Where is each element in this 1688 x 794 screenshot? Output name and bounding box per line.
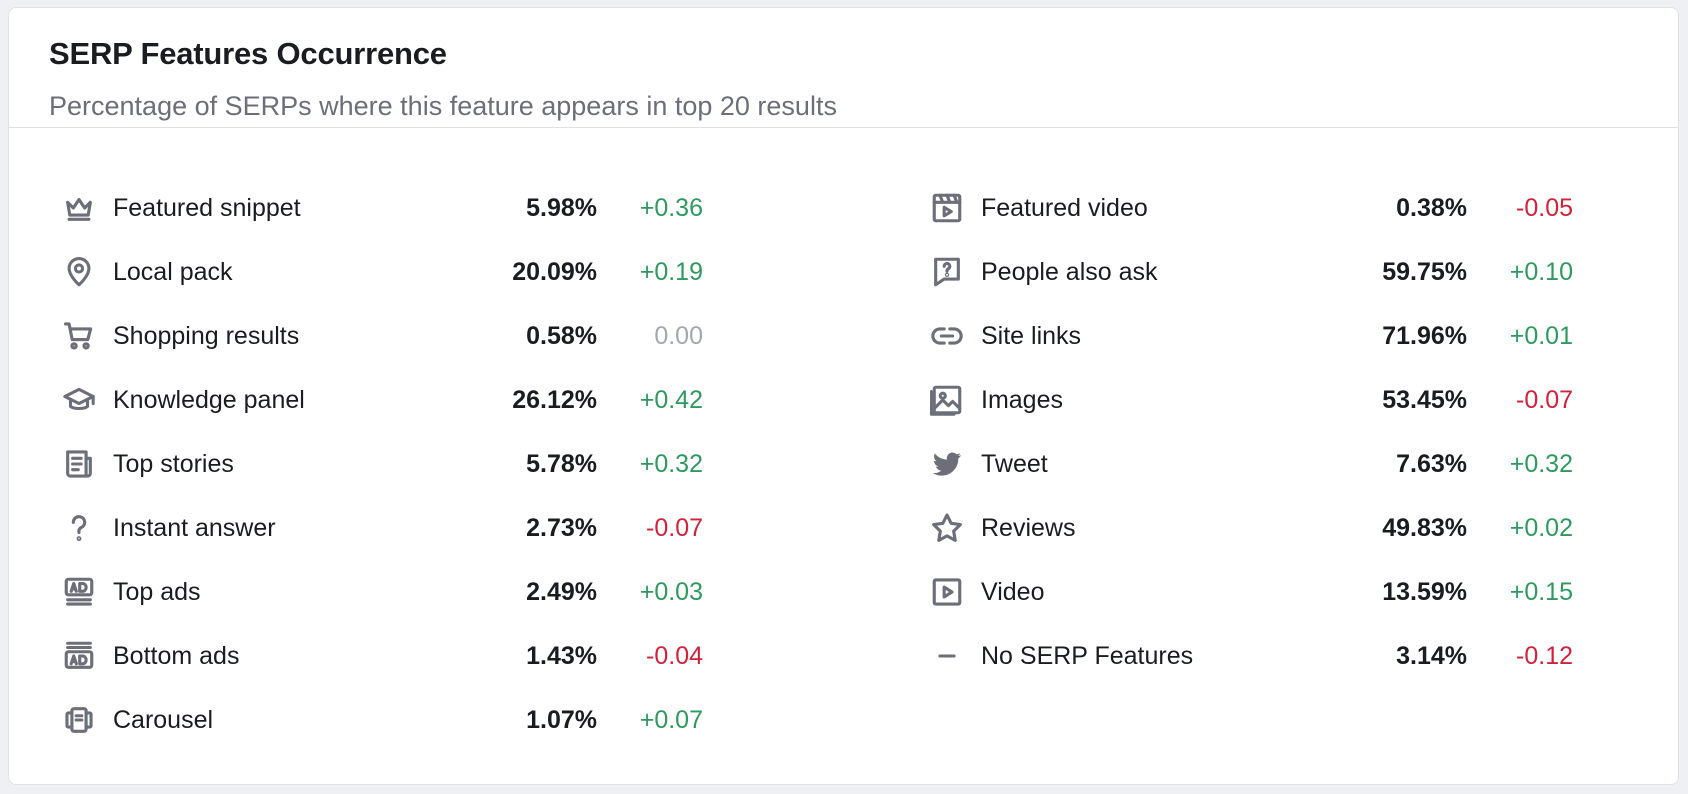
feature-percentage: 49.83% xyxy=(1382,513,1467,542)
feature-percentage: 13.59% xyxy=(1382,577,1467,606)
feature-delta: +0.32 xyxy=(639,449,703,478)
feature-percentage: 3.14% xyxy=(1396,641,1467,670)
bottom-ad-icon xyxy=(61,638,97,674)
video-play-icon xyxy=(929,574,965,610)
feature-label: Bottom ads xyxy=(113,641,240,670)
feature-label: Site links xyxy=(981,321,1082,350)
feature-row: Shopping results 0.58% 0.00 xyxy=(61,304,761,368)
feature-row: Local pack 20.09% +0.19 xyxy=(61,240,761,304)
minus-icon xyxy=(929,638,965,674)
feature-row: Images 53.45% -0.07 xyxy=(929,368,1629,432)
feature-row: Bottom ads 1.43% -0.04 xyxy=(61,624,761,688)
question-bubble-icon xyxy=(929,254,965,290)
card-title: SERP Features Occurrence xyxy=(49,36,447,71)
feature-delta: +0.32 xyxy=(1509,449,1573,478)
feature-label: Video xyxy=(981,577,1045,606)
feature-label: Carousel xyxy=(113,705,214,734)
feature-label: Tweet xyxy=(981,449,1048,478)
feature-label: Top ads xyxy=(113,577,201,606)
feature-label: Reviews xyxy=(981,513,1076,542)
twitter-bird-icon xyxy=(929,446,965,482)
graduation-cap-icon xyxy=(61,382,97,418)
feature-row: People also ask 59.75% +0.10 xyxy=(929,240,1629,304)
featured-video-icon xyxy=(929,190,965,226)
feature-percentage: 26.12% xyxy=(512,385,597,414)
feature-label: Featured snippet xyxy=(113,193,301,222)
feature-percentage: 0.38% xyxy=(1396,193,1467,222)
news-icon xyxy=(61,446,97,482)
question-icon xyxy=(61,510,97,546)
feature-percentage: 59.75% xyxy=(1382,257,1467,286)
feature-row: Tweet 7.63% +0.32 xyxy=(929,432,1629,496)
feature-percentage: 5.78% xyxy=(526,449,597,478)
feature-percentage: 2.73% xyxy=(526,513,597,542)
feature-percentage: 2.49% xyxy=(526,577,597,606)
images-icon xyxy=(929,382,965,418)
feature-percentage: 20.09% xyxy=(512,257,597,286)
feature-row: Site links 71.96% +0.01 xyxy=(929,304,1629,368)
feature-label: Local pack xyxy=(113,257,233,286)
feature-row: Carousel 1.07% +0.07 xyxy=(61,688,761,752)
feature-delta: +0.36 xyxy=(639,193,703,222)
feature-percentage: 1.07% xyxy=(526,705,597,734)
feature-row: Reviews 49.83% +0.02 xyxy=(929,496,1629,560)
feature-delta: -0.04 xyxy=(646,641,703,670)
feature-row: Knowledge panel 26.12% +0.42 xyxy=(61,368,761,432)
crown-icon xyxy=(61,190,97,226)
feature-delta: 0.00 xyxy=(654,321,703,350)
feature-label: Knowledge panel xyxy=(113,385,305,414)
feature-delta: +0.02 xyxy=(1509,513,1573,542)
feature-delta: -0.12 xyxy=(1516,641,1573,670)
feature-delta: +0.07 xyxy=(639,705,703,734)
feature-percentage: 71.96% xyxy=(1382,321,1467,350)
feature-percentage: 7.63% xyxy=(1396,449,1467,478)
card-header: SERP Features Occurrence Percentage of S… xyxy=(9,8,1678,128)
feature-delta: -0.07 xyxy=(646,513,703,542)
feature-label: People also ask xyxy=(981,257,1158,286)
feature-delta: +0.19 xyxy=(639,257,703,286)
feature-percentage: 0.58% xyxy=(526,321,597,350)
feature-row: Top ads 2.49% +0.03 xyxy=(61,560,761,624)
star-icon xyxy=(929,510,965,546)
feature-row: Featured snippet 5.98% +0.36 xyxy=(61,176,761,240)
feature-delta: +0.10 xyxy=(1509,257,1573,286)
feature-row: Top stories 5.78% +0.32 xyxy=(61,432,761,496)
map-pin-icon xyxy=(61,254,97,290)
feature-label: Instant answer xyxy=(113,513,276,542)
feature-label: Featured video xyxy=(981,193,1148,222)
feature-delta: +0.01 xyxy=(1509,321,1573,350)
feature-row: No SERP Features 3.14% -0.12 xyxy=(929,624,1629,688)
feature-row: Featured video 0.38% -0.05 xyxy=(929,176,1629,240)
features-column-left: Featured snippet 5.98% +0.36 Local pack … xyxy=(61,176,761,752)
feature-delta: -0.05 xyxy=(1516,193,1573,222)
feature-label: No SERP Features xyxy=(981,641,1194,670)
feature-delta: +0.42 xyxy=(639,385,703,414)
feature-percentage: 1.43% xyxy=(526,641,597,670)
carousel-icon xyxy=(61,702,97,738)
top-ad-icon xyxy=(61,574,97,610)
feature-label: Images xyxy=(981,385,1063,414)
link-icon xyxy=(929,318,965,354)
card-subtitle: Percentage of SERPs where this feature a… xyxy=(49,91,837,121)
feature-label: Top stories xyxy=(113,449,234,478)
feature-delta: +0.03 xyxy=(639,577,703,606)
feature-delta: +0.15 xyxy=(1509,577,1573,606)
features-column-right: Featured video 0.38% -0.05 People also a… xyxy=(929,176,1629,688)
feature-delta: -0.07 xyxy=(1516,385,1573,414)
feature-label: Shopping results xyxy=(113,321,300,350)
feature-percentage: 5.98% xyxy=(526,193,597,222)
serp-features-card: SERP Features Occurrence Percentage of S… xyxy=(8,7,1679,785)
feature-row: Video 13.59% +0.15 xyxy=(929,560,1629,624)
cart-icon xyxy=(61,318,97,354)
feature-percentage: 53.45% xyxy=(1382,385,1467,414)
feature-row: Instant answer 2.73% -0.07 xyxy=(61,496,761,560)
